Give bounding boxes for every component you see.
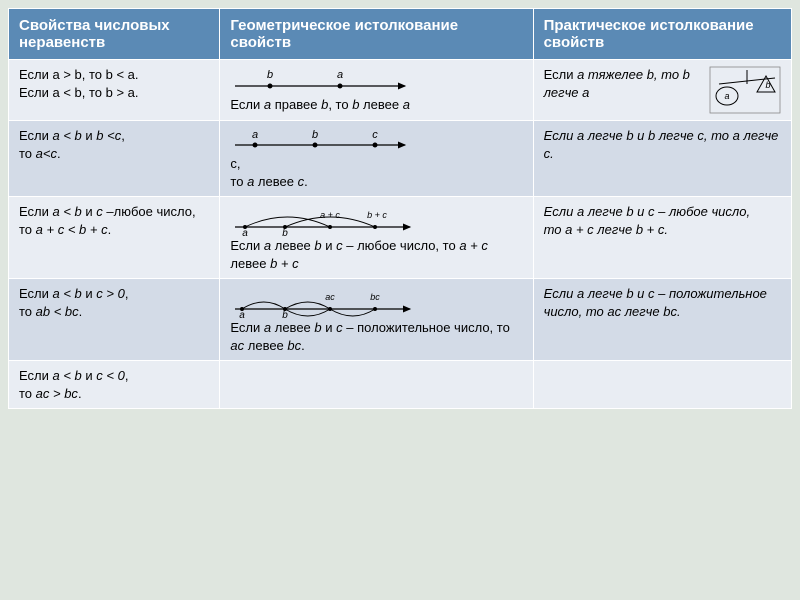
- prop-text: то ac > bc.: [19, 385, 209, 403]
- prop-cell: Если a < b и c –любое число, то a + c < …: [9, 197, 220, 279]
- prop-cell: Если a < b и c > 0, то ab < bc.: [9, 279, 220, 361]
- header-col-3: Практическое истолкование свойств: [533, 9, 791, 60]
- svg-text:bc: bc: [371, 292, 381, 302]
- svg-text:a: a: [240, 310, 246, 319]
- prac-cell: Если a тяжелее b, то b легче a a b: [533, 60, 791, 121]
- geo-text: Если a левее b и c – положительное число…: [230, 319, 522, 354]
- geo-cell: a b ac bc Если a левее b и c – положител…: [220, 279, 533, 361]
- prac-cell: [533, 361, 791, 409]
- prop-text: то a<c.: [19, 145, 209, 163]
- geo-cell: a b a + c b + c Если a левее b и c – люб…: [220, 197, 533, 279]
- header-col-1: Свойства числовых неравенств: [9, 9, 220, 60]
- svg-text:c: c: [373, 129, 379, 141]
- prac-cell: Если a легче b и b легче c, то a легче c…: [533, 121, 791, 197]
- numberline-diagram: a b c: [230, 127, 430, 155]
- table-row: Если a < b и c < 0, то ac > bc.: [9, 361, 792, 409]
- numberline-diagram: b a: [230, 66, 430, 96]
- prac-cell: Если a легче b и c – любое число,то a + …: [533, 197, 791, 279]
- svg-text:b: b: [283, 228, 289, 237]
- table-row: Если a < b и b <c, то a<c. a b c c, то a…: [9, 121, 792, 197]
- prac-text: Если a легче b и b легче c, то a легче c…: [544, 127, 781, 162]
- svg-text:ac: ac: [326, 292, 336, 302]
- prop-text: Если a < b и b <c,: [19, 127, 209, 145]
- svg-text:a: a: [724, 91, 729, 101]
- prop-text: Если a < b и c < 0,: [19, 367, 209, 385]
- table-row: Если a > b, то b < a. Если a < b, то b >…: [9, 60, 792, 121]
- geo-cell: a b c c, то a левее c.: [220, 121, 533, 197]
- svg-text:b: b: [765, 80, 770, 90]
- prop-cell: Если a < b и c < 0, то ac > bc.: [9, 361, 220, 409]
- prac-text: Если a легче b и c – любое число,то a + …: [544, 203, 781, 238]
- prop-text: Если a < b и c –любое число, то a + c < …: [19, 203, 209, 238]
- svg-text:b: b: [283, 310, 289, 319]
- prop-text: Если a < b, то b > a.: [19, 84, 209, 102]
- prop-cell: Если a > b, то b < a. Если a < b, то b >…: [9, 60, 220, 121]
- geo-text: c,: [230, 155, 522, 173]
- prop-text: Если a < b и c > 0,: [19, 285, 209, 303]
- scale-diagram: a b: [709, 66, 781, 114]
- prop-cell: Если a < b и b <c, то a<c.: [9, 121, 220, 197]
- svg-text:a: a: [243, 228, 249, 237]
- header-col-2: Геометрическое истолкование свойств: [220, 9, 533, 60]
- prac-text: Если a легче b и c – положительное число…: [544, 285, 781, 320]
- arc-diagram: a b ac bc: [230, 285, 440, 319]
- prop-text: то ab < bc.: [19, 303, 209, 321]
- properties-table: Свойства числовых неравенств Геометричес…: [8, 8, 792, 409]
- geo-cell: b a Если a правее b, то b левее a: [220, 60, 533, 121]
- geo-text: то a левее c.: [230, 173, 522, 191]
- prac-cell: Если a легче b и c – положительное число…: [533, 279, 791, 361]
- svg-text:a: a: [252, 129, 258, 141]
- svg-text:b + c: b + c: [368, 210, 388, 220]
- arc-diagram: a b a + c b + c: [230, 203, 440, 237]
- prop-text: Если a > b, то b < a.: [19, 66, 209, 84]
- svg-text:a: a: [337, 69, 343, 81]
- svg-text:a + c: a + c: [321, 210, 341, 220]
- table-row: Если a < b и c > 0, то ab < bc. a b ac b…: [9, 279, 792, 361]
- svg-text:b: b: [312, 129, 318, 141]
- geo-cell: [220, 361, 533, 409]
- prac-text: Если a тяжелее b, то b легче a: [544, 66, 703, 101]
- svg-text:b: b: [267, 69, 273, 81]
- geo-text: Если a левее b и c – любое число, то a +…: [230, 237, 522, 272]
- table-row: Если a < b и c –любое число, то a + c < …: [9, 197, 792, 279]
- geo-text: Если a правее b, то b левее a: [230, 96, 522, 114]
